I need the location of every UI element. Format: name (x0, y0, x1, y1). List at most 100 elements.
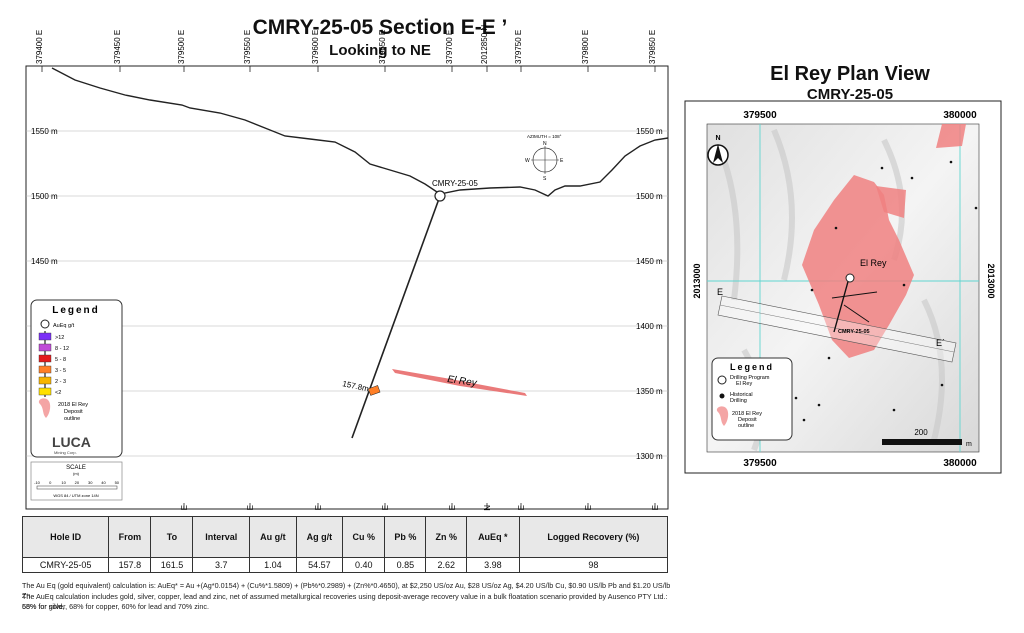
table-header-cell: Interval (192, 516, 251, 558)
section-title: CMRY-25-05 Section E-E ’ (252, 16, 508, 39)
bottom-tick-label: 379650 E (381, 505, 390, 512)
drill-trace (351, 195, 441, 439)
top-tick-label: 379650 E (378, 30, 387, 64)
top-tick-label: 379700 E (445, 30, 454, 64)
top-tick-label: 2012850 N (480, 25, 489, 64)
table-header-cell: To (150, 516, 194, 558)
svg-text:W: W (525, 158, 530, 164)
legend-title: Legend (52, 305, 100, 316)
plan-top-tick-1: 380000 (943, 110, 977, 121)
legend-grade-swatch (38, 365, 52, 374)
top-tick-label: 379550 E (243, 30, 252, 64)
elevation-label-left: 1500 m (31, 192, 58, 201)
scale-tick-label: 50 (115, 480, 120, 485)
legend-grade-label: <2 (55, 390, 61, 396)
legend-grade-label: 5 - 8 (55, 357, 66, 363)
section-gridlines (26, 130, 668, 457)
table-cell: 3.7 (192, 557, 251, 573)
elevation-label-right: 1500 m (636, 192, 663, 201)
svg-text:200: 200 (914, 428, 928, 437)
table-cell: 1.04 (249, 557, 297, 573)
scale-tick-label: 30 (88, 480, 93, 485)
table-header-cell: From (108, 516, 152, 558)
section-corridor (717, 295, 957, 363)
plan-deposit-label: El Rey (860, 258, 887, 268)
luca-logo-sub: Mining Corp. (54, 450, 77, 455)
scale-tick-label: 10 (61, 480, 66, 485)
legend-grade-label: >12 (55, 335, 64, 341)
svg-text:WGS 84 / UTM zone 14N: WGS 84 / UTM zone 14N (53, 493, 98, 498)
topography-line (51, 67, 669, 197)
table-header-cell: Hole ID (21, 516, 110, 558)
plan-bottom-tick-1: 380000 (943, 458, 977, 469)
legend-collar-item: AuEq g/t (53, 323, 75, 329)
legend-grade-label: 2 - 3 (55, 379, 66, 385)
plan-right-tick: 2013000 (986, 263, 996, 298)
svg-text:SCALE: SCALE (66, 465, 86, 471)
bottom-tick-label: 379700 E (448, 505, 457, 512)
table-header-cell: Logged Recovery (%) (518, 516, 669, 558)
svg-text:AZIMUTH = 108°: AZIMUTH = 108° (527, 134, 562, 139)
elevation-label-right: 1550 m (636, 127, 663, 136)
deposit-outline-plan-3 (936, 124, 966, 148)
plan-historic-trace-1 (831, 291, 878, 299)
plan-collar-marker (845, 273, 855, 283)
collar-label: CMRY-25-05 (432, 179, 478, 188)
plan-e-left: E (717, 287, 723, 297)
deposit-label-section: El Rey (447, 374, 479, 389)
luca-logo: LUCA (52, 434, 91, 450)
svg-text:m: m (966, 441, 972, 448)
plan-drill-trace (833, 277, 850, 333)
top-tick-label: 379400 E (35, 30, 44, 64)
legend-grade-swatch (38, 376, 52, 385)
section-view: 379400 E 379450 E 379500 E 379550 E 379600 E… (25, 25, 669, 512)
top-tick-label: 379850 E (648, 30, 657, 64)
plan-historic-trace-2 (843, 304, 870, 323)
legend-grade-swatch (38, 332, 52, 341)
bottom-tick-label: 379850 E (651, 505, 660, 512)
deposit-outline-plan (802, 175, 914, 358)
bottom-tick-label: 379500 E (180, 505, 189, 512)
table-cell: 0.85 (384, 557, 427, 573)
elevation-label-right: 1400 m (636, 322, 663, 331)
bottom-tick-label: 379750 E (517, 505, 526, 512)
deposit-outline-plan-2 (876, 186, 906, 218)
svg-text:S: S (543, 176, 547, 182)
compass-icon: AZIMUTH = 108° N S W E (525, 134, 564, 182)
bottom-tick-label: 379600 E (314, 505, 323, 512)
intercept-marker (367, 385, 381, 396)
scale-tick-label: 40 (101, 480, 106, 485)
scale-tick-label: -10 (34, 480, 41, 485)
bottom-tick-label: 2012850 N (483, 505, 492, 512)
elevation-label-right: 1450 m (636, 257, 663, 266)
deposit-swatch (38, 398, 51, 418)
drill-results-table: Hole ID From To Interval Au g/t Ag g/t Cu % Pb … (21, 516, 669, 573)
elevation-label-left: 1450 m (31, 257, 58, 266)
scale-tick-label: 20 (75, 480, 80, 485)
section-legend: Legend AuEq g/t >12 8 - 12 5 - 8 3 - 5 2 - 3… (30, 299, 123, 458)
section-scale: SCALE (m) -10 0 10 20 30 40 50 WGS 84 / UTM zo… (30, 461, 123, 501)
table-row: CMRY-25-05 157.8 161.5 3.7 1.04 54.57 0.40 0.85… (21, 557, 669, 573)
plan-title: El Rey Plan View (770, 63, 930, 85)
section-subtitle: Looking to NE (329, 42, 431, 59)
table-header-cell: Ag g/t (295, 516, 344, 558)
top-tick-label: 379450 E (113, 30, 122, 64)
footnote-2: The AuEq calculation includes gold, silv… (22, 592, 668, 611)
top-tick-label: 379600 E (311, 30, 320, 64)
svg-text:N: N (715, 135, 720, 142)
elevation-label-left: 1550 m (31, 127, 58, 136)
table-cell: 98 (518, 557, 669, 573)
plan-subtitle: CMRY-25-05 (806, 86, 894, 103)
table-cell: 0.40 (342, 557, 386, 573)
legend-deposit-item: 2018 El Rey Deposit outline (58, 402, 88, 422)
legend-grade-label: 8 - 12 (55, 346, 69, 352)
section-bottom-ticks: 379500 E 379550 E 379600 E 379650 E 379700 E… (180, 503, 660, 512)
plan-e-right: E´ (936, 338, 945, 348)
table-cell: 2.62 (425, 557, 467, 573)
table-header-cell: Pb % (384, 516, 427, 558)
legend-grade-swatch (38, 343, 52, 352)
section-frame (25, 65, 669, 510)
